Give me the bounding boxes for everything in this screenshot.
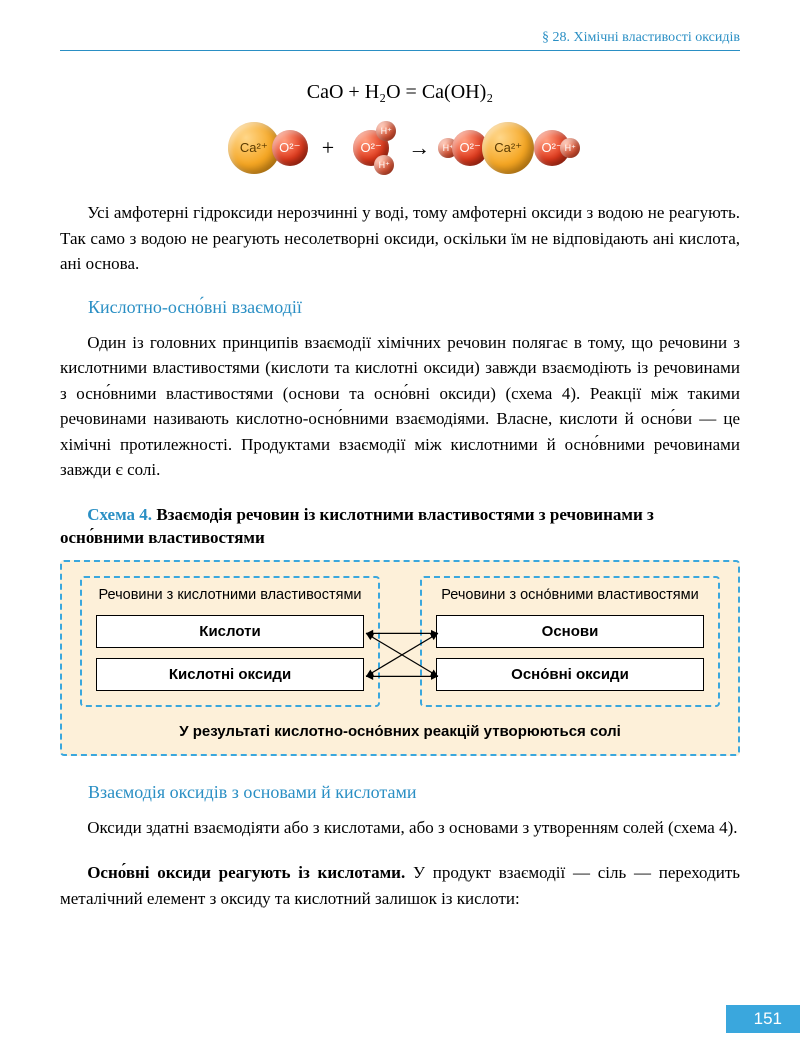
scheme-diagram: Речовини з кислотними властивостями Кисл… <box>60 560 740 756</box>
scheme-label: Схема 4. <box>87 505 152 524</box>
page-number: 151 <box>726 1005 800 1033</box>
water-molecule: O²⁻ H⁺ H⁺ <box>348 125 394 171</box>
paragraph-1: Усі амфотерні гідроксиди нерозчинні у во… <box>60 200 740 277</box>
para4-lead: Осно́вні оксиди реагують із кислотами. <box>87 863 405 882</box>
scheme-title: Схема 4. Взаємодія речовин із кислотними… <box>60 503 740 551</box>
box-base-oxides: Осно́вні оксиди <box>436 658 704 691</box>
hydroxide-right: O²⁻ H⁺ <box>526 128 572 168</box>
h-ion: H⁺ <box>560 138 580 158</box>
box-bases: Основи <box>436 615 704 648</box>
box-acid-oxides: Кислотні оксиди <box>96 658 364 691</box>
scheme-right-column: Речовини з осно́вними властивостями Осно… <box>420 576 720 707</box>
paragraph-4: Осно́вні оксиди реагують із кислотами. У… <box>60 860 740 911</box>
page-header: § 28. Хімічні властивості оксидів <box>60 30 740 51</box>
box-acids: Кислоти <box>96 615 364 648</box>
o-ion: O²⁻ <box>272 130 308 166</box>
product-molecule: H⁺ O²⁻ Ca²⁺ O²⁻ H⁺ <box>444 122 572 174</box>
scheme-left-column: Речовини з кислотними властивостями Кисл… <box>80 576 380 707</box>
chemical-equation: CaO + H₂O = Ca(OH)₂ <box>60 81 740 104</box>
paragraph-2: Один із головних принципів взаємодії хім… <box>60 330 740 483</box>
h-ion: H⁺ <box>374 155 394 175</box>
section-heading-2: Взаємодія оксидів з основами й кислотами <box>88 782 740 803</box>
section-heading-1: Кислотно-осно́вні взаємодії <box>88 297 740 318</box>
paragraph-3: Оксиди здатні взаємодіяти або з кислотам… <box>60 815 740 841</box>
arrow-sign: → <box>408 135 430 161</box>
cao-molecule: Ca²⁺ O²⁻ <box>228 122 308 174</box>
left-column-title: Речовини з кислотними властивостями <box>96 586 364 605</box>
plus-sign: + <box>322 135 334 161</box>
scheme-result: У результаті кислотно-осно́вних реакцій … <box>80 723 720 740</box>
h-ion: H⁺ <box>376 121 396 141</box>
molecule-diagram: Ca²⁺ O²⁻ + O²⁻ H⁺ H⁺ → H⁺ O²⁻ Ca²⁺ O²⁻ H… <box>60 122 740 174</box>
right-column-title: Речовини з осно́вними властивостями <box>436 586 704 605</box>
